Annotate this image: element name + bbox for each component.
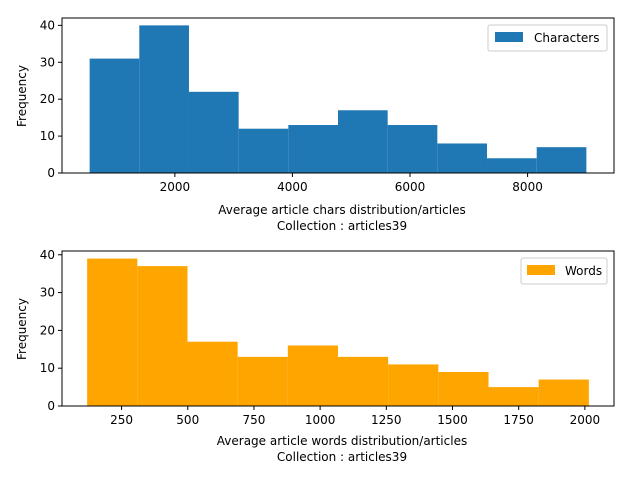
chars-y-tick-label: 20 xyxy=(40,92,55,106)
words-y-tick-label: 40 xyxy=(40,248,55,262)
chars-legend-box xyxy=(487,24,608,52)
words-legend-box xyxy=(520,257,608,285)
chars-bar-2 xyxy=(139,25,189,173)
chars-legend-swatch xyxy=(495,32,523,42)
words-x-tick-label: 250 xyxy=(110,413,133,427)
chars-bars xyxy=(89,25,587,173)
words-y-ticks: 0 10 20 30 40 xyxy=(40,248,62,413)
words-x-tick-label: 2000 xyxy=(570,413,601,427)
words-x-tick-label: 500 xyxy=(176,413,199,427)
words-legend: Words xyxy=(520,257,608,285)
words-histogram-panel: 250 500 750 1000 1250 1500 1750 2000 010203040 … xyxy=(15,248,615,464)
chars-bar-1 xyxy=(89,58,140,173)
words-collection-label: Collection : articles39 xyxy=(277,450,407,464)
chars-collection-label: Collection : articles39 xyxy=(277,219,407,233)
chars-y-ticks: 0 10 20 30 40 xyxy=(40,18,62,180)
words-x-tick-label: 1500 xyxy=(437,413,468,427)
words-x-tick-label: 1250 xyxy=(371,413,402,427)
words-legend-label: Words xyxy=(565,264,602,278)
words-bar-5 xyxy=(287,345,338,406)
chars-x-tick-label: 6000 xyxy=(395,180,426,194)
chars-bar-8 xyxy=(437,143,488,173)
words-bar-1 xyxy=(87,258,138,406)
chars-plot-frame xyxy=(61,17,615,174)
words-y-axis-label: Frequency xyxy=(15,298,29,360)
words-x-tick-label: 1000 xyxy=(305,413,336,427)
chars-bar-6 xyxy=(338,110,388,173)
chars-x-axis-label: Average article chars distribution/artic… xyxy=(218,203,465,217)
words-y-tick-label: 20 xyxy=(40,323,55,337)
words-bar-10 xyxy=(538,379,589,406)
words-x-tick-label: 750 xyxy=(242,413,265,427)
words-bar-3 xyxy=(187,341,238,406)
chars-y-tick-label: 10 xyxy=(40,129,55,143)
words-y-tick-label: 10 xyxy=(40,361,55,375)
chars-bar-7 xyxy=(387,125,438,173)
chars-x-ticks: 2000 4000 6000 8000 xyxy=(160,173,543,194)
words-y-tick-label: 0 xyxy=(47,399,55,413)
words-plot-frame xyxy=(61,250,615,407)
words-legend-swatch xyxy=(527,265,555,275)
chars-y-tick-label: 30 xyxy=(40,55,55,69)
chars-bar-3 xyxy=(188,91,239,173)
words-x-ticks: 250 500 750 1000 1250 1500 1750 2000 xyxy=(110,406,600,427)
words-x-axis-label: Average article words distribution/artic… xyxy=(217,434,467,448)
words-bar-6 xyxy=(338,356,389,406)
words-bar-8 xyxy=(438,371,489,406)
chars-legend-label: Characters xyxy=(534,31,600,45)
chars-x-tick-label: 2000 xyxy=(160,180,191,194)
words-y-tick-label: 30 xyxy=(40,286,55,300)
chars-y-tick-label: 40 xyxy=(40,18,55,32)
words-bar-9 xyxy=(488,387,539,406)
chars-legend: Characters xyxy=(487,24,608,52)
chars-y-axis-label: Frequency xyxy=(15,65,29,127)
words-x-tick-label: 1750 xyxy=(503,413,534,427)
chars-bar-5 xyxy=(288,125,338,173)
words-bar-4 xyxy=(237,356,288,406)
words-bar-2 xyxy=(137,266,188,406)
chars-y-tick-label: 0 xyxy=(47,166,55,180)
words-bars xyxy=(87,258,589,406)
chars-histogram-panel: 2000 4000 6000 8000 0 10 20 30 40 Average artic… xyxy=(15,17,615,233)
chars-bar-9 xyxy=(487,158,537,173)
chars-bar-10 xyxy=(536,147,587,173)
chars-x-tick-label: 8000 xyxy=(512,180,543,194)
words-bar-7 xyxy=(388,364,439,406)
chars-bar-4 xyxy=(238,128,289,173)
chars-x-tick-label: 4000 xyxy=(277,180,308,194)
